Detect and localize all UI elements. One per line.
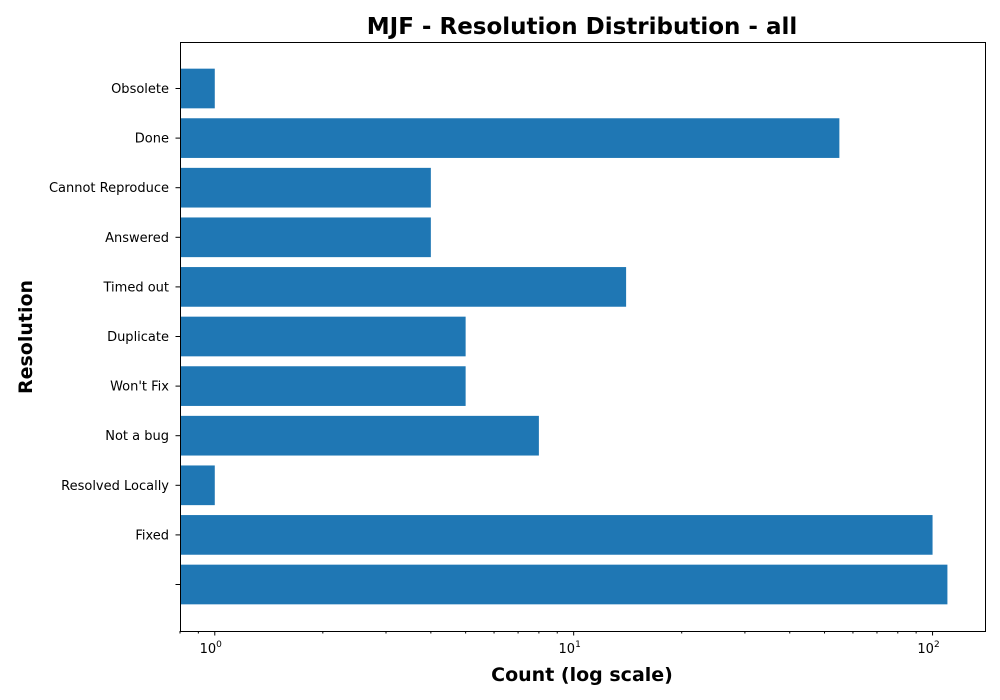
bar-3 (180, 416, 539, 456)
y-tick-label-10: Obsolete (111, 82, 169, 97)
x-tick-label-2: 102 (917, 640, 939, 657)
bar-6 (180, 267, 626, 307)
y-tick-label-2: Resolved Locally (61, 479, 169, 494)
x-axis: 100 101 102 (180, 631, 940, 657)
y-tick-label-1: Fixed (135, 528, 169, 543)
x-axis-label: Count (log scale) (491, 664, 673, 686)
bar-0 (180, 565, 947, 605)
bar-9 (180, 118, 839, 158)
bar-2 (180, 465, 215, 505)
bar-10 (180, 69, 215, 109)
y-tick-label-5: Duplicate (107, 330, 169, 345)
bar-5 (180, 317, 466, 357)
x-tick-label-1: 101 (559, 640, 581, 657)
y-axis: Fixed Resolved Locally Not a bug Won't Fix D… (49, 82, 180, 585)
y-tick-label-4: Won't Fix (110, 380, 169, 395)
y-tick-label-9: Done (135, 132, 169, 147)
bars-group (180, 69, 947, 605)
bar-8 (180, 168, 431, 208)
x-tick-label-0: 100 (200, 640, 223, 657)
bar-7 (180, 217, 431, 257)
y-tick-label-8: Cannot Reproduce (49, 181, 169, 196)
bar-1 (180, 515, 933, 555)
y-axis-label: Resolution (15, 280, 37, 394)
y-tick-label-7: Answered (105, 231, 169, 246)
chart-title: MJF - Resolution Distribution - all (367, 14, 797, 40)
y-tick-label-3: Not a bug (105, 429, 169, 444)
bar-4 (180, 366, 466, 406)
y-tick-label-6: Timed out (103, 280, 170, 295)
